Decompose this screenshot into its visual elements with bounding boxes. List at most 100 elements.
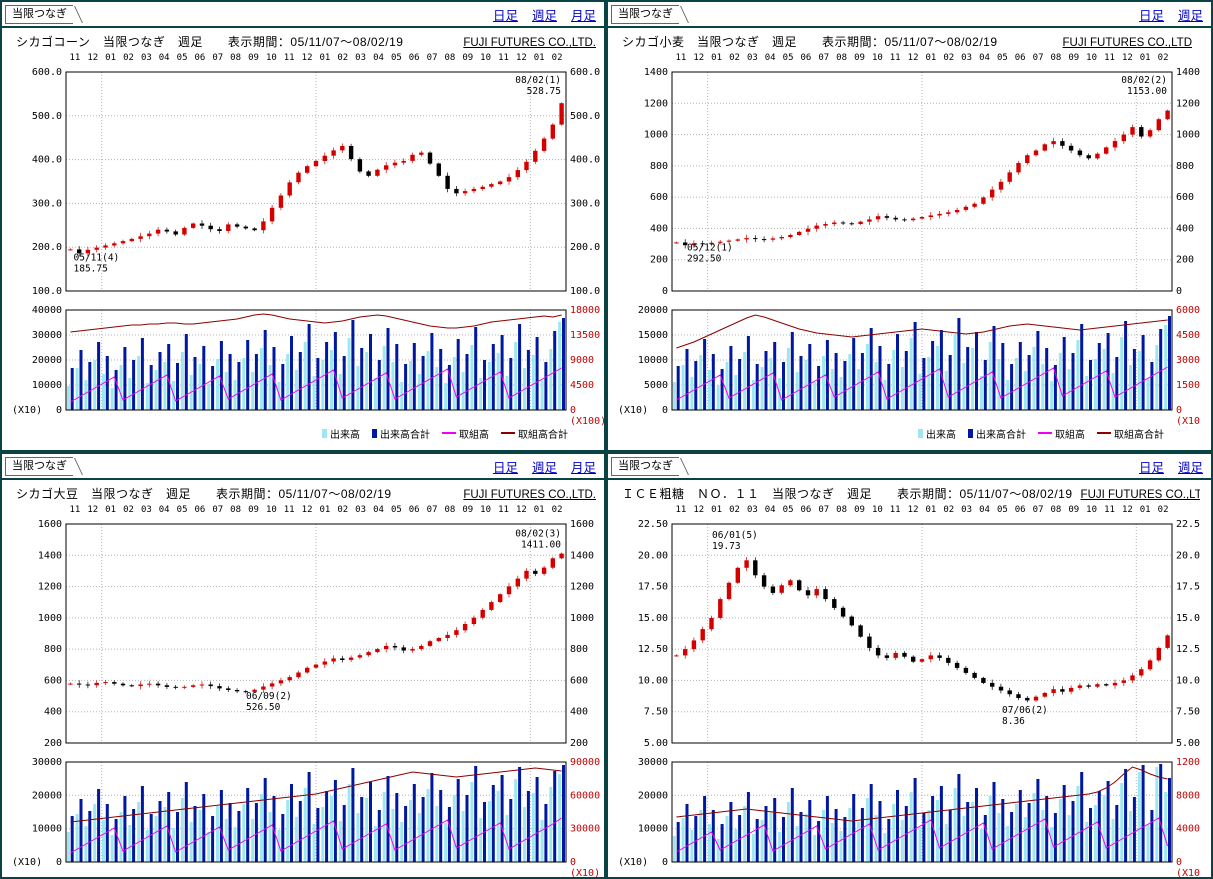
weekly-link[interactable]: 週足 [1177,8,1203,23]
svg-text:17.50: 17.50 [1176,582,1200,593]
svg-text:01: 01 [319,53,330,63]
svg-text:07: 07 [212,53,223,63]
svg-text:04: 04 [159,505,170,515]
daily-link[interactable]: 日足 [1138,460,1164,475]
candlestick-volume-chart: 11 12 01 02 03 04 05 06 07 08 09 10 11 12 01 02 03 04 05 06… [618,53,1200,426]
daily-link[interactable]: 日足 [492,460,518,475]
chart-title: シカゴ大豆 当限つなぎ 週足 表示期間：05/11/07～08/02/19 [16,487,392,501]
front-month-tab: 当限つなぎ [611,4,679,24]
svg-text:4000: 4000 [1176,824,1200,835]
svg-text:11: 11 [69,53,80,63]
timeframe-links: 日足 週足 月足 [493,457,596,476]
monthly-link[interactable]: 月足 [570,8,596,23]
svg-text:0: 0 [56,405,62,416]
svg-text:05: 05 [391,53,402,63]
svg-text:08: 08 [836,505,847,515]
timeframe-links: 日足 週足 月足 [493,5,596,24]
svg-text:0: 0 [1176,857,1182,868]
svg-text:528.75: 528.75 [527,86,561,97]
company-link[interactable]: FUJI FUTURES CO.,LTD [1080,489,1200,501]
svg-text:02: 02 [123,505,134,515]
svg-text:800: 800 [1176,161,1194,172]
svg-text:20000: 20000 [638,790,668,801]
svg-text:0: 0 [662,405,668,416]
legend-item-取組高合計: 取組高合計 [501,426,568,441]
panel-chicago-corn: 当限つなぎ 日足 週足 月足 シカゴコーン 当限つなぎ 週足 表示期間：05/1… [0,0,606,452]
svg-text:10000: 10000 [32,824,62,835]
panel-ice-sugar: 当限つなぎ 日足 週足 ＩＣＥ粗糖 ＮＯ．１１ 当限つなぎ 週足 表示期間：05… [606,452,1213,879]
weekly-link[interactable]: 週足 [531,460,557,475]
timeframe-links: 日足 週足 [1139,457,1203,476]
svg-text:400: 400 [570,707,588,718]
svg-text:07/06(2): 07/06(2) [1002,705,1048,716]
svg-text:30000: 30000 [638,757,668,768]
svg-text:02: 02 [729,505,740,515]
bar-swatch-icon [968,428,973,438]
svg-text:(X100): (X100) [1176,868,1200,878]
svg-text:11: 11 [890,53,901,63]
svg-text:292.50: 292.50 [687,254,722,265]
svg-text:05/11(4): 05/11(4) [74,252,120,263]
daily-link[interactable]: 日足 [492,8,518,23]
svg-text:1600: 1600 [38,519,62,530]
svg-text:08: 08 [230,53,241,63]
company-link[interactable]: FUJI FUTURES CO.,LTD. [463,37,596,49]
panel-chicago-soybeans: 当限つなぎ 日足 週足 月足 シカゴ大豆 当限つなぎ 週足 表示期間：05/11… [0,452,606,879]
svg-text:11: 11 [1104,53,1115,63]
svg-text:03: 03 [747,505,758,515]
svg-text:1200: 1200 [570,582,594,593]
monthly-link[interactable]: 月足 [570,460,596,475]
svg-text:11: 11 [498,53,509,63]
svg-text:09: 09 [462,505,473,515]
svg-text:02: 02 [729,53,740,63]
svg-text:11: 11 [284,53,295,63]
legend-item-出来高合計: 出来高合計 [968,426,1026,440]
candlestick-volume-chart: 11 12 01 02 03 04 05 06 07 08 09 10 11 12 01 02 03 04 05 06… [12,505,600,877]
svg-text:526.50: 526.50 [246,702,281,713]
svg-text:0: 0 [570,857,576,868]
svg-text:12.50: 12.50 [1176,644,1200,655]
svg-text:(X10): (X10) [618,857,648,868]
svg-text:05: 05 [391,505,402,515]
svg-text:13500: 13500 [570,330,600,341]
svg-text:1500: 1500 [1176,380,1200,391]
svg-text:12: 12 [1122,505,1133,515]
svg-text:08: 08 [836,53,847,63]
svg-text:10.00: 10.00 [1176,675,1200,686]
line-swatch-icon [501,432,515,434]
svg-text:05: 05 [177,53,188,63]
svg-text:11: 11 [675,53,686,63]
svg-text:03: 03 [141,505,152,515]
legend-item-出来高: 出来高 [918,426,956,440]
svg-text:11: 11 [69,505,80,515]
svg-text:03: 03 [961,53,972,63]
svg-text:12: 12 [302,53,313,63]
weekly-link[interactable]: 週足 [1177,460,1203,475]
svg-text:12: 12 [908,53,919,63]
svg-text:04: 04 [765,53,776,63]
legend-item-出来高合計: 出来高合計 [372,426,430,441]
chart-title: シカゴ小麦 当限つなぎ 週足 表示期間：05/11/07～08/02/19 [622,35,998,49]
svg-text:06/09(2): 06/09(2) [246,691,292,702]
svg-text:8000: 8000 [1176,790,1200,801]
svg-text:600.0: 600.0 [32,67,62,78]
company-link[interactable]: FUJI FUTURES CO.,LTD. [463,489,596,501]
svg-text:12: 12 [693,53,704,63]
svg-text:01: 01 [711,505,722,515]
svg-text:15.00: 15.00 [638,613,668,624]
weekly-link[interactable]: 週足 [531,8,557,23]
svg-text:800: 800 [570,644,588,655]
svg-text:20.00: 20.00 [638,550,668,561]
svg-text:07: 07 [427,53,438,63]
svg-text:1200: 1200 [1176,98,1200,109]
svg-text:20000: 20000 [638,305,668,316]
svg-text:17.50: 17.50 [638,582,668,593]
svg-text:06: 06 [194,505,205,515]
daily-link[interactable]: 日足 [1138,8,1164,23]
svg-text:04: 04 [373,53,384,63]
company-link[interactable]: FUJI FUTURES CO.,LTD [1062,37,1192,49]
svg-text:40000: 40000 [32,305,62,316]
svg-text:200: 200 [44,738,62,749]
svg-text:9000: 9000 [570,355,594,366]
svg-text:185.75: 185.75 [74,263,108,274]
